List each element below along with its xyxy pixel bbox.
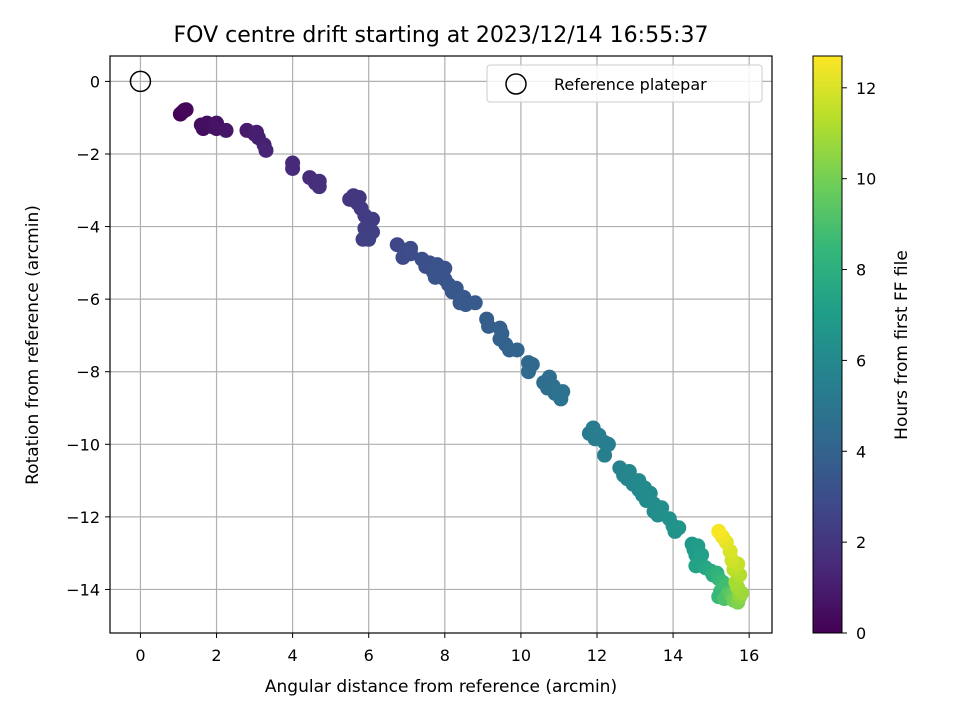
x-tick-label: 8: [440, 646, 450, 665]
legend: Reference platepar: [486, 64, 763, 103]
scatter-point: [481, 318, 497, 334]
grid-lines: [110, 56, 772, 633]
scatter-point: [361, 231, 377, 247]
scatter-point: [403, 246, 419, 262]
scatter-point: [555, 384, 571, 400]
scatter-point: [467, 295, 483, 311]
y-tick-label: −6: [76, 290, 100, 309]
colorbar-tick-label: 0: [856, 624, 866, 643]
x-tick-label: 2: [211, 646, 221, 665]
colorbar-tick-label: 8: [856, 261, 866, 280]
scatter-point: [218, 122, 234, 138]
colorbar-tick-label: 2: [856, 533, 866, 552]
scatter-point: [711, 523, 727, 539]
colorbar-tick-label: 10: [856, 170, 876, 189]
scatter-point: [427, 269, 443, 285]
x-tick-label: 10: [511, 646, 531, 665]
reference-platepar-point: [129, 70, 152, 93]
legend-box: [486, 64, 763, 103]
plot-frame: [109, 55, 773, 634]
colorbar-tick-label: 6: [856, 351, 866, 370]
colorbar-gradient: [812, 55, 843, 634]
legend-marker-open-circle: [505, 73, 527, 95]
y-axis-label: Rotation from reference (arcmin): [23, 205, 43, 485]
x-axis-ticks: 0 2 4 6 8 10 12 14 16: [135, 633, 759, 665]
y-tick-label: 0: [90, 72, 100, 91]
reference-marker: [129, 70, 152, 93]
colorbar: 0 2 4 6 8 10 12 Hours from first FF file: [812, 55, 912, 643]
scatter-point: [285, 160, 301, 176]
x-tick-label: 12: [587, 646, 607, 665]
x-tick-label: 0: [135, 646, 145, 665]
scatter-point: [178, 102, 194, 118]
y-axis-ticks: 0 −2 −4 −6 −8 −10 −12 −14: [66, 72, 110, 599]
scatter-point: [437, 260, 453, 276]
data-points: [172, 102, 750, 610]
scatter-point: [597, 447, 613, 463]
scatter-point: [509, 342, 525, 358]
chart-title: FOV centre drift starting at 2023/12/14 …: [174, 23, 709, 48]
y-tick-label: −10: [66, 435, 100, 454]
y-tick-label: −12: [66, 508, 100, 527]
scatter-point: [311, 179, 327, 195]
x-tick-label: 16: [739, 646, 759, 665]
colorbar-tick-label: 12: [856, 79, 876, 98]
y-tick-label: −14: [66, 580, 100, 599]
scatter-point: [521, 364, 537, 380]
scatter-point: [621, 464, 637, 480]
y-tick-label: −8: [76, 363, 100, 382]
y-tick-label: −4: [76, 218, 100, 237]
colorbar-label: Hours from first FF file: [892, 250, 912, 440]
x-tick-label: 14: [663, 646, 683, 665]
scatter-point: [671, 520, 687, 536]
colorbar-ticks: 0 2 4 6 8 10 12: [842, 79, 876, 643]
x-axis-label: Angular distance from reference (arcmin): [265, 677, 617, 697]
scatter-point: [258, 142, 274, 158]
colorbar-tick-label: 4: [856, 442, 866, 461]
scatter-point: [654, 500, 670, 516]
x-tick-label: 4: [288, 646, 298, 665]
legend-label: Reference platepar: [554, 75, 707, 94]
x-tick-label: 6: [364, 646, 374, 665]
y-tick-label: −2: [76, 145, 100, 164]
